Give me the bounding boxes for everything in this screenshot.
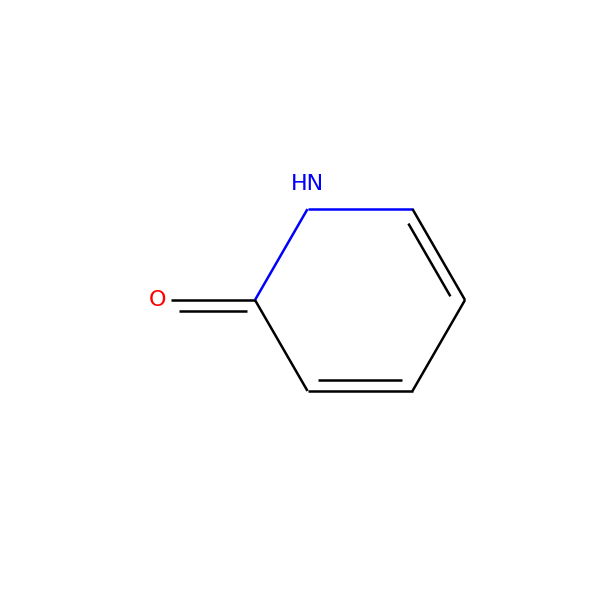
Text: HN: HN <box>291 174 324 194</box>
Text: O: O <box>149 290 166 310</box>
